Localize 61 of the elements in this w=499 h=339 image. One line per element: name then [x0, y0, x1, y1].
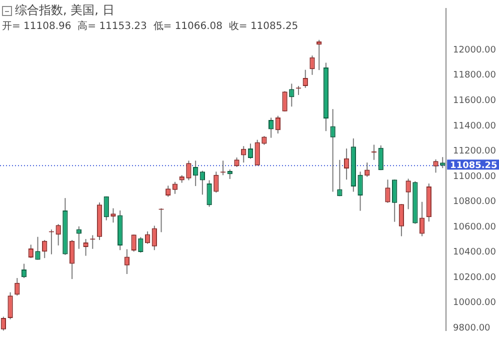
candlestick	[166, 185, 171, 198]
candlestick	[28, 244, 34, 259]
candlestick	[214, 171, 219, 194]
y-tick-label: 10200.00	[453, 272, 496, 283]
candlestick	[248, 143, 254, 160]
candlestick	[254, 139, 260, 166]
candlestick	[0, 316, 6, 332]
text: 开= 11108.96 高= 11153.23 低= 11066.08 收= 11085.25	[2, 19, 298, 33]
candlestick	[172, 181, 178, 194]
candlestick	[193, 160, 198, 187]
y-tick-label: 11800.00	[453, 70, 496, 81]
candlestick	[14, 278, 20, 296]
candlestick	[21, 263, 27, 279]
candlestick	[330, 108, 336, 192]
candlestick	[282, 90, 288, 112]
candlestick	[42, 240, 48, 259]
candlestick	[69, 240, 75, 280]
candlestick	[419, 201, 425, 237]
candlestick	[310, 55, 315, 76]
y-tick-label: 11600.00	[453, 96, 496, 106]
y-tick-label: 11000.00	[453, 172, 496, 182]
candlestick	[392, 179, 398, 222]
candlestick	[131, 234, 136, 252]
candlestick	[337, 159, 342, 197]
candlestick	[371, 144, 377, 160]
candlestick	[302, 69, 308, 88]
y-tick-label: 11400.00	[453, 121, 496, 132]
y-tick-label: 10800.00	[453, 197, 496, 208]
candlestick	[398, 204, 404, 237]
candlestick	[275, 115, 280, 134]
y-tick-label: 10000.00	[453, 298, 496, 308]
candlestick	[186, 160, 192, 181]
y-tick-label: 10600.00	[453, 222, 496, 232]
candlestick	[138, 236, 144, 254]
candlestick	[378, 144, 384, 171]
candlestick	[234, 156, 240, 168]
candlestick	[124, 248, 130, 274]
candlestick	[206, 180, 212, 208]
candlestick	[144, 230, 150, 244]
ref-line-label: 11085.25	[450, 161, 498, 172]
candlestick	[83, 238, 88, 256]
y-tick-label: 12000.00	[453, 45, 496, 56]
candlestick	[35, 236, 40, 260]
y-tick-label: 11200.00	[453, 146, 496, 157]
candlestick	[289, 83, 294, 108]
candlestick	[385, 179, 390, 204]
candlestick	[440, 156, 446, 169]
candlestick	[8, 292, 13, 320]
candlestick	[104, 196, 109, 221]
candlestick	[200, 170, 206, 196]
y-tick-label: 10400.00	[453, 248, 496, 258]
candlestick	[358, 171, 363, 212]
candlestick	[268, 117, 274, 138]
y-tick-label: 9800.00	[453, 323, 491, 334]
candlestick	[406, 178, 411, 210]
candlestick	[433, 158, 438, 174]
candlestick	[152, 225, 157, 251]
chart-title: 综合指数, 美国, 日	[15, 2, 114, 19]
candlestick	[56, 224, 61, 246]
candlestick	[344, 148, 350, 180]
candlestick	[110, 208, 116, 224]
